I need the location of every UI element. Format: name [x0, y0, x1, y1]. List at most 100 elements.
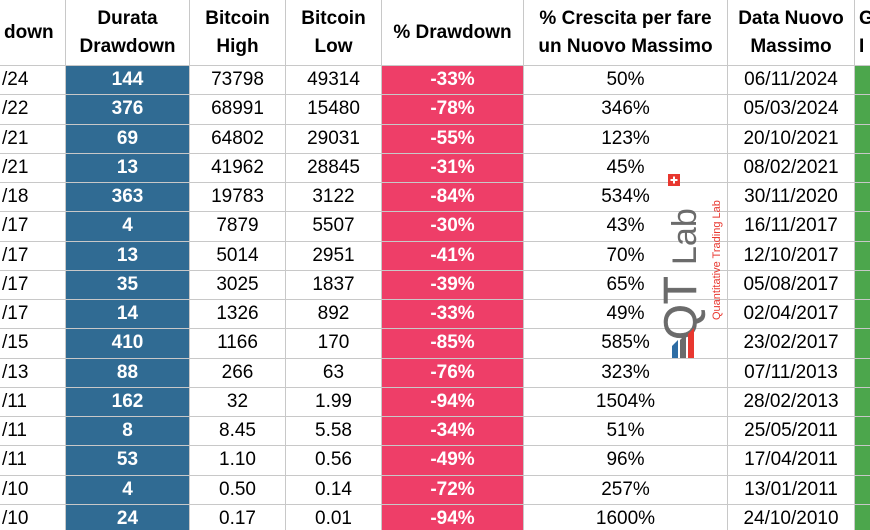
cell-durata: 162: [66, 387, 190, 417]
cell-data-nuovo-massimo: 28/02/2013: [728, 387, 855, 417]
cell-data-nuovo-massimo: 25/05/2011: [728, 417, 855, 447]
cell-bitcoin-high: 3025: [190, 270, 286, 300]
cell-bitcoin-high: 1326: [190, 300, 286, 330]
cell-extra: [855, 241, 870, 271]
cell-crescita: 585%: [524, 329, 728, 359]
header-line: Bitcoin: [301, 7, 366, 29]
cell-bitcoin-low: 0.14: [286, 475, 382, 505]
cell-bitcoin-high: 64802: [190, 124, 286, 154]
cell-durata: 8: [66, 417, 190, 447]
cell-crescita: 50%: [524, 66, 728, 96]
cell-start-date: /15: [0, 329, 66, 359]
qtlab-logo: QT Lab Quantitative Trading Lab: [662, 174, 723, 358]
cell-bitcoin-high: 1.10: [190, 446, 286, 476]
cell-drawdown: -30%: [382, 212, 524, 242]
cell-drawdown: -31%: [382, 153, 524, 183]
cell-data-nuovo-massimo: 30/11/2020: [728, 183, 855, 213]
header-bitcoin-low: Bitcoin Low: [286, 0, 382, 66]
cell-durata: 69: [66, 124, 190, 154]
cell-durata: 88: [66, 358, 190, 388]
cell-durata: 13: [66, 153, 190, 183]
cell-drawdown: -33%: [382, 66, 524, 96]
cell-bitcoin-high: 5014: [190, 241, 286, 271]
cell-start-date: /18: [0, 183, 66, 213]
header-data-nuovo-massimo: Data Nuovo Massimo: [728, 0, 855, 66]
logo-tagline: Quantitative Trading Lab: [711, 200, 723, 320]
cell-drawdown: -94%: [382, 387, 524, 417]
header-line: Drawdown: [79, 35, 176, 57]
cell-crescita: 1504%: [524, 387, 728, 417]
cell-data-nuovo-massimo: 20/10/2021: [728, 124, 855, 154]
cell-bitcoin-low: 29031: [286, 124, 382, 154]
cell-crescita: 45%: [524, 153, 728, 183]
cell-drawdown: -41%: [382, 241, 524, 271]
header-line: un Nuovo Massimo: [538, 35, 713, 57]
cell-extra: [855, 270, 870, 300]
cell-bitcoin-low: 5.58: [286, 417, 382, 447]
cell-bitcoin-low: 15480: [286, 95, 382, 125]
cell-start-date: /21: [0, 153, 66, 183]
cell-drawdown: -49%: [382, 446, 524, 476]
cell-durata: 53: [66, 446, 190, 476]
header-percent-drawdown: % Drawdown: [382, 0, 524, 66]
logo-word: Lab: [666, 208, 704, 265]
cell-crescita: 534%: [524, 183, 728, 213]
cell-drawdown: -94%: [382, 504, 524, 530]
cell-bitcoin-high: 41962: [190, 153, 286, 183]
cell-drawdown: -33%: [382, 300, 524, 330]
cell-bitcoin-high: 0.50: [190, 475, 286, 505]
cell-bitcoin-low: 49314: [286, 66, 382, 96]
header-line: Massimo: [750, 35, 832, 57]
cell-crescita: 123%: [524, 124, 728, 154]
logo-stripes: [672, 328, 694, 358]
header-line: Bitcoin: [205, 7, 270, 29]
cell-start-date: /10: [0, 504, 66, 530]
cell-extra: [855, 329, 870, 359]
header-line: down: [4, 21, 54, 43]
cell-bitcoin-low: 1837: [286, 270, 382, 300]
cell-bitcoin-high: 1166: [190, 329, 286, 359]
cell-drawdown: -55%: [382, 124, 524, 154]
cell-bitcoin-high: 73798: [190, 66, 286, 96]
cell-bitcoin-low: 1.99: [286, 387, 382, 417]
cell-start-date: /17: [0, 300, 66, 330]
cell-durata: 24: [66, 504, 190, 530]
header-bitcoin-high: Bitcoin High: [190, 0, 286, 66]
cell-bitcoin-high: 8.45: [190, 417, 286, 447]
cell-crescita: 70%: [524, 241, 728, 271]
cell-bitcoin-low: 28845: [286, 153, 382, 183]
cell-start-date: /11: [0, 417, 66, 447]
cell-start-date: /10: [0, 475, 66, 505]
cell-start-date: /22: [0, 95, 66, 125]
logo-mark: QT: [662, 276, 706, 340]
cell-drawdown: -34%: [382, 417, 524, 447]
header-line: G: [859, 5, 870, 33]
cell-bitcoin-low: 5507: [286, 212, 382, 242]
cell-durata: 35: [66, 270, 190, 300]
cell-durata: 13: [66, 241, 190, 271]
header-line: % Crescita per fare: [539, 7, 712, 29]
cell-bitcoin-low: 2951: [286, 241, 382, 271]
cell-crescita: 346%: [524, 95, 728, 125]
cell-extra: [855, 475, 870, 505]
cell-crescita: 1600%: [524, 504, 728, 530]
cell-durata: 363: [66, 183, 190, 213]
cell-extra: [855, 183, 870, 213]
cell-start-date: /13: [0, 358, 66, 388]
cell-data-nuovo-massimo: 13/01/2011: [728, 475, 855, 505]
cell-bitcoin-high: 68991: [190, 95, 286, 125]
cell-crescita: 96%: [524, 446, 728, 476]
header-durata-drawdown: Durata Drawdown: [66, 0, 190, 66]
cell-drawdown: -72%: [382, 475, 524, 505]
header-line: Data Nuovo: [738, 7, 844, 29]
cell-data-nuovo-massimo: 05/03/2024: [728, 95, 855, 125]
cell-crescita: 49%: [524, 300, 728, 330]
cell-bitcoin-high: 266: [190, 358, 286, 388]
cell-durata: 14: [66, 300, 190, 330]
cell-extra: [855, 300, 870, 330]
cell-data-nuovo-massimo: 06/11/2024: [728, 66, 855, 96]
cell-bitcoin-low: 170: [286, 329, 382, 359]
cell-start-date: /17: [0, 241, 66, 271]
cell-extra: [855, 387, 870, 417]
